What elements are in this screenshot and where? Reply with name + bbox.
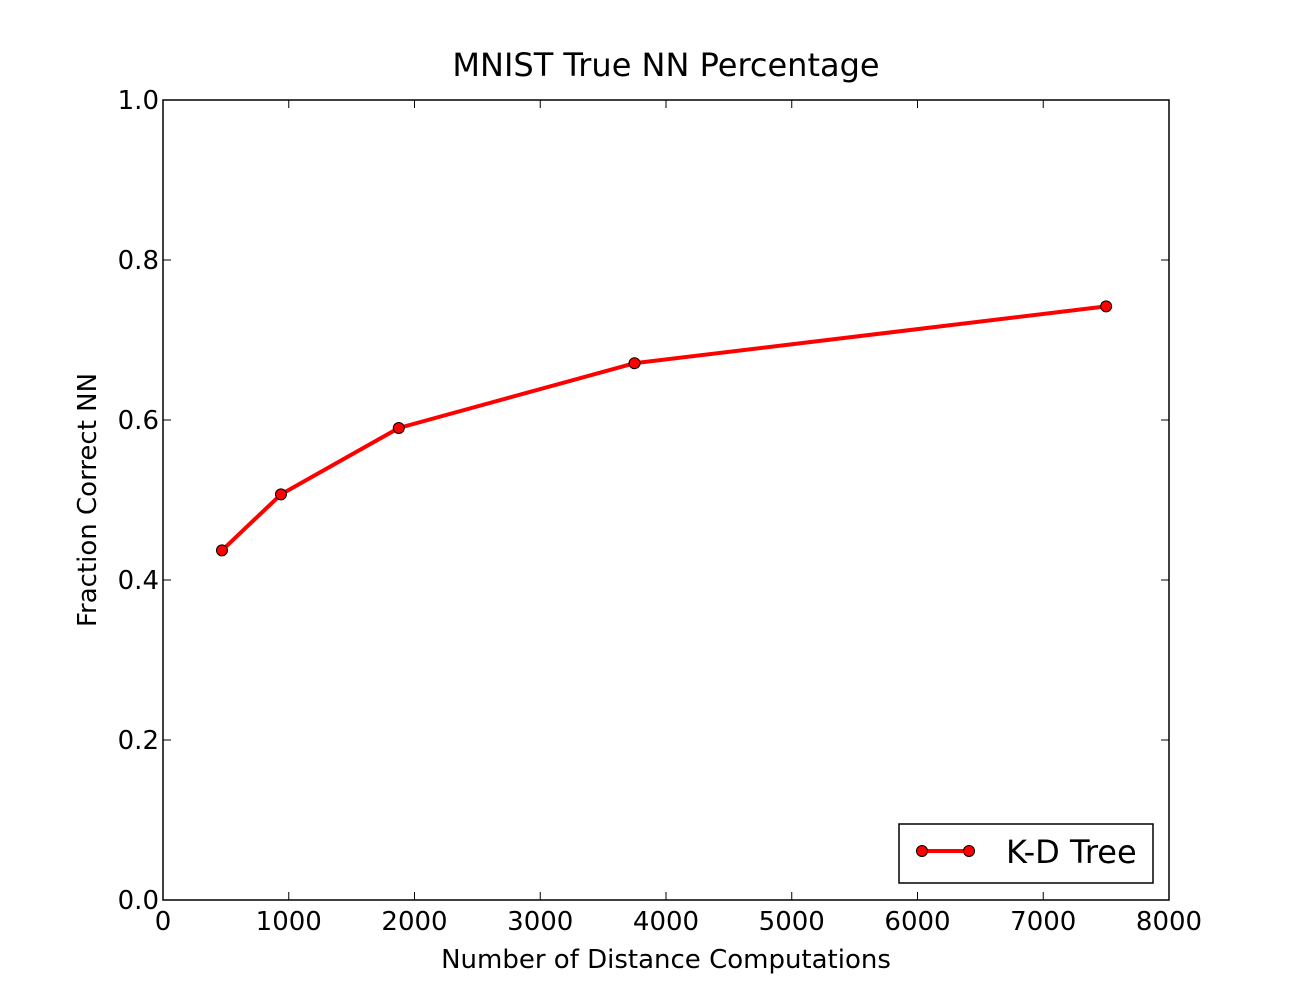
- y-axis-ticks: 0.0 0.2 0.4 0.6 0.8 1.0: [118, 86, 1169, 916]
- chart-title: MNIST True NN Percentage: [452, 46, 879, 84]
- legend-box: [898, 823, 1154, 884]
- x-tick-label: 1000: [256, 907, 322, 937]
- x-axis-label: Number of Distance Computations: [441, 945, 891, 975]
- data-point: [1100, 300, 1113, 313]
- legend-marker: [916, 845, 928, 857]
- y-axis-label: Fraction Correct NN: [73, 373, 103, 627]
- y-tick-label: 0.8: [118, 246, 159, 276]
- data-point: [628, 357, 641, 370]
- data-point: [215, 544, 228, 557]
- x-axis-ticks: 0 1000 2000 3000 4000 5000 6000 7000 8000: [155, 100, 1202, 937]
- y-tick-label: 1.0: [118, 86, 159, 116]
- data-point: [274, 488, 287, 501]
- x-tick-label: 3000: [507, 907, 573, 937]
- x-tick-label: 2000: [381, 907, 447, 937]
- data-point: [392, 422, 405, 434]
- legend-label-k-d-tree: K-D Tree: [1006, 833, 1137, 871]
- x-tick-label: 4000: [633, 907, 699, 937]
- x-tick-label: 0: [155, 907, 172, 937]
- x-tick-label: 7000: [1010, 907, 1076, 937]
- y-tick-label: 0.2: [118, 726, 159, 756]
- x-tick-label: 5000: [759, 907, 825, 937]
- x-tick-label: 8000: [1136, 907, 1202, 937]
- y-tick-label: 0.0: [118, 886, 159, 916]
- y-tick-label: 0.6: [118, 406, 159, 436]
- x-tick-label: 6000: [884, 907, 950, 937]
- legend: K-D Tree: [898, 823, 1154, 884]
- y-tick-label: 0.4: [118, 566, 159, 596]
- series-layer: [215, 300, 1113, 557]
- legend-marker: [963, 845, 975, 857]
